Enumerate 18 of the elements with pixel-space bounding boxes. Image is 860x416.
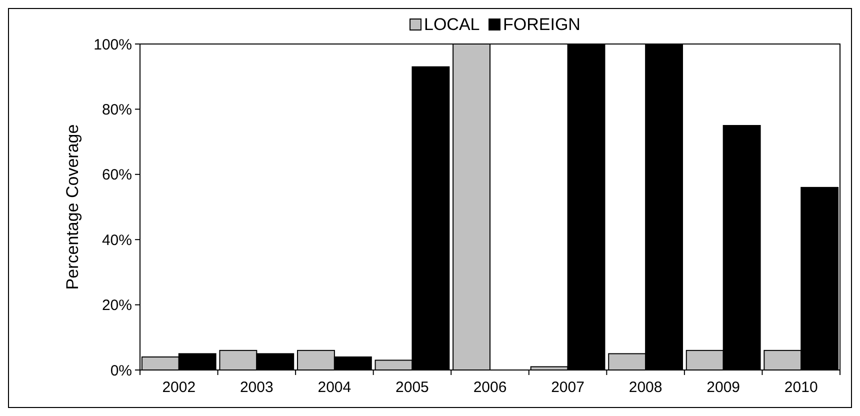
x-tick-label: 2003 [240,379,274,396]
x-tick-label: 2002 [162,379,196,396]
legend-label: FOREIGN [503,15,580,34]
y-tick-label: 40% [102,232,132,249]
x-tick-label: 2005 [396,379,429,396]
x-tick-label: 2010 [784,379,818,396]
x-tick-label: 2007 [551,379,584,396]
y-tick-label: 100% [94,36,132,54]
x-tick-label: 2008 [628,379,662,396]
legend-label: LOCAL [424,15,480,34]
x-tick-label: 2009 [706,379,740,396]
x-tick-label: 2006 [473,379,507,396]
y-tick-label: 20% [102,297,132,314]
y-axis-title: Percentage Coverage [63,124,82,290]
x-tick-label: 2004 [318,379,352,396]
y-tick-label: 60% [102,166,132,184]
y-tick-label: 0% [110,362,132,380]
y-tick-label: 80% [102,101,132,118]
